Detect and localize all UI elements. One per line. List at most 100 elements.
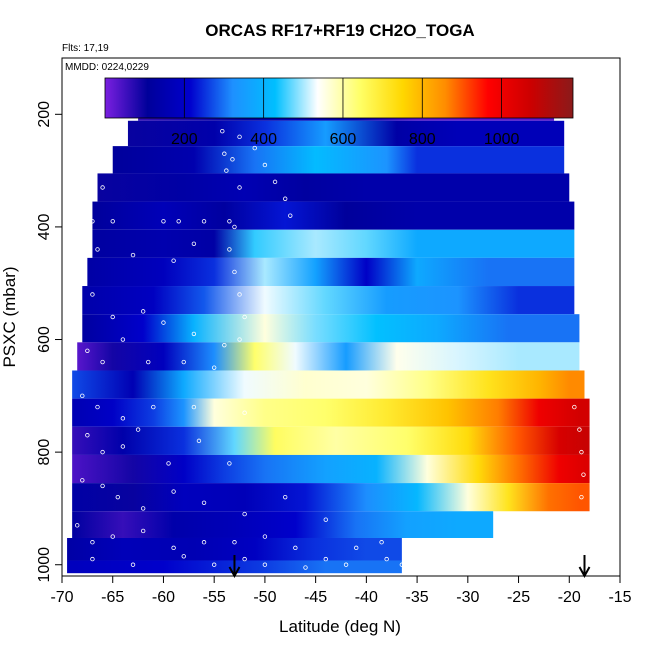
sample-point (191, 404, 197, 410)
sample-point (283, 196, 288, 201)
sample-point (237, 185, 242, 190)
colorbar-tick-label: 1000 (484, 131, 520, 148)
heatmap-band (112, 146, 565, 174)
x-tick-label: -70 (50, 589, 73, 606)
sample-point (262, 162, 268, 168)
heatmap-band (97, 173, 570, 202)
sample-point (227, 219, 232, 224)
sample-point (227, 247, 232, 252)
sample-point (293, 545, 298, 551)
sample-point (237, 134, 242, 140)
sample-point (140, 309, 146, 314)
x-tick-label: -45 (304, 589, 327, 606)
x-axis-label: Latitude (deg N) (279, 617, 401, 636)
sample-point (224, 168, 229, 173)
x-tick-label: -50 (253, 589, 276, 606)
sample-point (191, 331, 197, 337)
colorbar-tick-label: 600 (330, 131, 357, 148)
colorbar: 200 400 600 800 1000 (104, 77, 574, 148)
x-tick-label: -25 (507, 589, 530, 606)
sample-point (242, 556, 247, 562)
sample-point (303, 565, 308, 570)
sample-point (323, 556, 328, 562)
sample-point (242, 410, 247, 415)
sample-point (171, 258, 176, 263)
sample-point (161, 320, 166, 325)
y-tick-label: 200 (36, 101, 53, 128)
sample-point (222, 151, 227, 156)
sample-point (379, 540, 384, 545)
sample-point (95, 404, 100, 410)
sample-point (171, 489, 176, 494)
sample-point (354, 545, 359, 551)
heatmap-band (72, 426, 590, 455)
x-tick-label: -55 (203, 589, 226, 606)
sample-point (581, 472, 586, 477)
x-tick-label: -60 (152, 589, 175, 606)
chart-title: ORCAS RF17+RF19 CH2O_TOGA (205, 21, 474, 40)
sample-point (100, 449, 105, 455)
y-tick-label: 600 (36, 326, 53, 353)
sample-point (120, 444, 126, 449)
sample-point (222, 342, 227, 348)
x-tick-label: -35 (406, 589, 429, 606)
sample-point (211, 365, 217, 370)
sample-point (242, 511, 247, 517)
sample-point (384, 556, 389, 562)
sample-point (130, 252, 136, 258)
sample-point (323, 517, 328, 522)
sample-point (211, 562, 217, 567)
heatmap-band (72, 483, 590, 512)
sample-point (95, 247, 100, 252)
heatmap-band (127, 120, 565, 147)
sample-point (232, 540, 237, 545)
heatmap-band (92, 229, 575, 258)
colorbar-ticks: 200 400 600 800 1000 (171, 78, 520, 148)
sample-point (90, 292, 95, 297)
colorbar-tick-label: 800 (409, 131, 436, 148)
sample-point (100, 483, 105, 489)
sample-point (181, 554, 186, 559)
sample-point (201, 500, 207, 506)
sample-point (140, 528, 146, 534)
sample-point (120, 416, 126, 421)
sample-point (252, 145, 257, 151)
sample-point (120, 337, 126, 342)
sample-point (262, 534, 268, 539)
sample-point (232, 224, 237, 230)
sample-point (227, 461, 232, 466)
sample-point (151, 404, 156, 410)
sample-point (283, 494, 288, 500)
heatmap-band (92, 201, 575, 230)
sample-point (90, 219, 95, 224)
heatmap-band (77, 342, 580, 371)
sample-point (146, 359, 151, 365)
heatmap-band (72, 398, 590, 427)
y-tick-label: 400 (36, 213, 53, 240)
sample-point (110, 534, 115, 539)
sample-point (220, 128, 225, 134)
sample-point (110, 314, 115, 320)
plot-frame (61, 57, 621, 577)
sample-point (237, 292, 242, 297)
sample-point (262, 562, 268, 567)
sample-point (343, 562, 349, 567)
sample-point (130, 562, 136, 567)
heatmap-band (82, 314, 580, 343)
sample-point (90, 540, 95, 545)
colorbar-gradient (104, 77, 574, 119)
sample-point (80, 478, 85, 483)
sample-point (196, 438, 202, 444)
heatmap-band (72, 511, 494, 538)
date-note: MMDD: 0224,0229 (65, 62, 149, 73)
heatmap-bands (67, 96, 590, 574)
x-tick-label: -40 (355, 589, 378, 606)
heatmap-band (72, 454, 590, 484)
sample-point (110, 219, 115, 224)
x-tick-label: -20 (558, 589, 581, 606)
heatmap-band (82, 286, 575, 315)
heatmap-band (87, 257, 575, 287)
sample-point (140, 506, 146, 511)
flights-note: Flts: 17,19 (62, 43, 109, 54)
